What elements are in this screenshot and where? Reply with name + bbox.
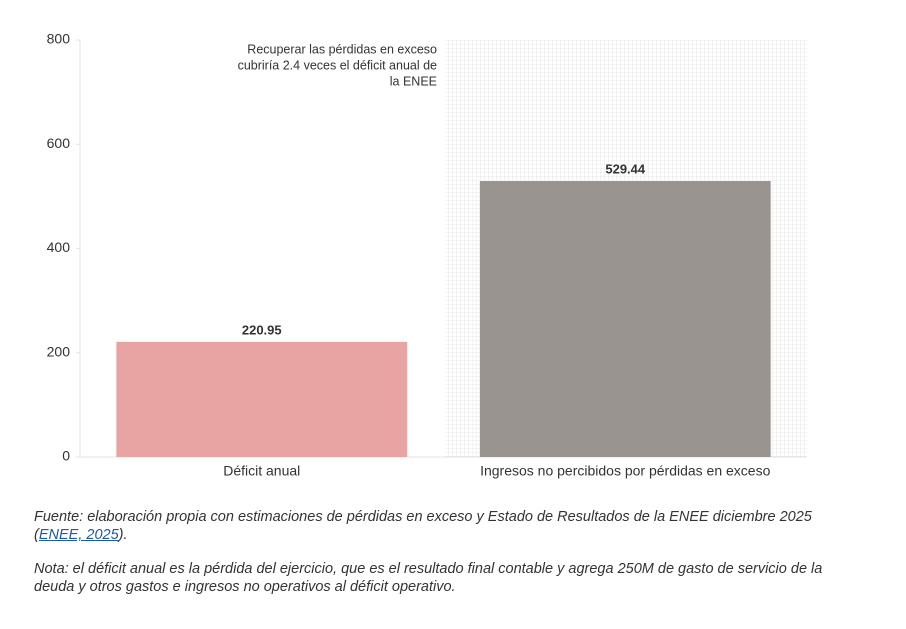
bar [116, 341, 408, 457]
bar [479, 181, 771, 457]
source-link[interactable]: ENEE, 2025 [38, 527, 119, 543]
source-note: Fuente: elaboración propia con estimacio… [34, 508, 834, 544]
x-tick-label: Déficit anual [223, 463, 300, 479]
y-tick-label: 600 [47, 135, 71, 151]
source-text: ). [118, 527, 128, 543]
annotation: Recuperar las pérdidas en exceso [247, 42, 437, 56]
value-label: 220.95 [242, 322, 282, 337]
annotation: cubriría 2.4 veces el déficit anual de [238, 58, 437, 72]
annotation: la ENEE [390, 74, 437, 88]
y-tick-label: 800 [47, 31, 71, 47]
chart: 0 200 400 600 800 Déficit anual 220.95 Ingresos… [47, 31, 807, 479]
source-text: Fuente: elaboración propia con estimacio… [34, 509, 812, 543]
value-label: 529.44 [605, 161, 646, 176]
y-tick-label: 200 [47, 343, 71, 359]
y-tick-label: 0 [62, 448, 70, 464]
note: Nota: el déficit anual es la pérdida del… [34, 561, 823, 595]
footnotes: Fuente: elaboración propia con estimacio… [34, 508, 834, 612]
y-tick-label: 400 [47, 239, 71, 255]
x-tick-label: Ingresos no percibidos por pérdidas en e… [480, 463, 771, 479]
